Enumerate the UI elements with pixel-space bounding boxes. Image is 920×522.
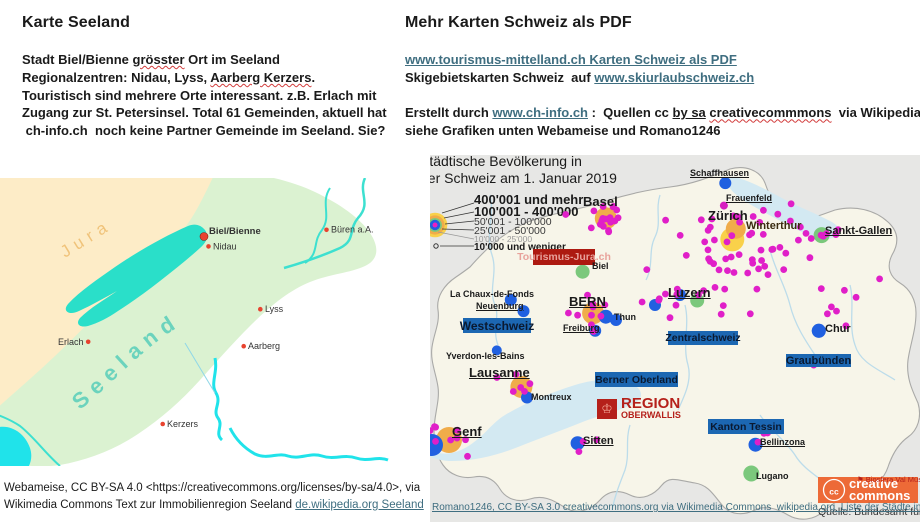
- svg-text:cc: cc: [829, 487, 839, 497]
- svg-text:Städtische Bevölkerung in: Städtische Bevölkerung in: [430, 155, 582, 169]
- svg-text:Nidau: Nidau: [213, 242, 237, 252]
- svg-text:Büren a.A.: Büren a.A.: [331, 225, 374, 235]
- svg-text:Lyss: Lyss: [265, 304, 284, 314]
- svg-text:Erlach: Erlach: [58, 337, 84, 347]
- svg-text:Biel/Bienne: Biel/Bienne: [209, 226, 261, 237]
- svg-text:der Schweiz am 1. Januar 2019: der Schweiz am 1. Januar 2019: [430, 170, 617, 186]
- svg-text:Aarberg: Aarberg: [248, 341, 280, 351]
- svg-text:Kerzers: Kerzers: [167, 419, 199, 429]
